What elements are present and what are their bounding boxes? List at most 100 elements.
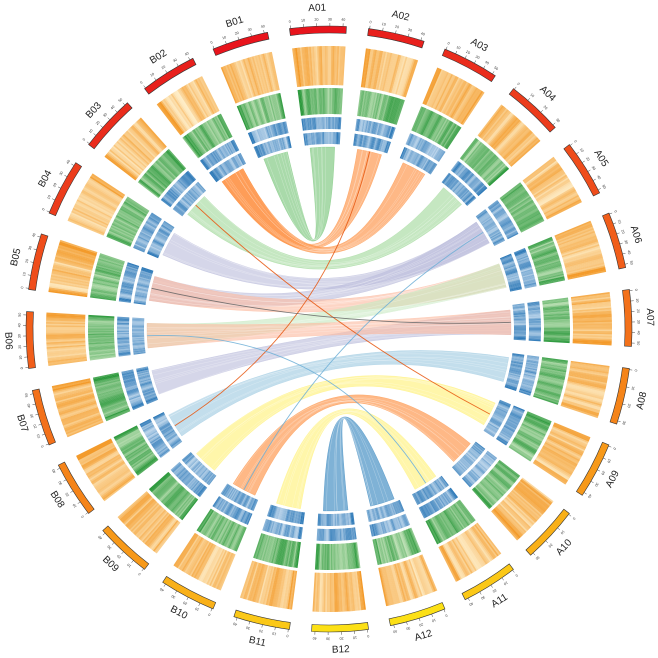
density-bin xyxy=(185,134,203,157)
chromosome-label-b05: B05 xyxy=(9,247,24,267)
density-bin xyxy=(59,239,98,254)
density-bin xyxy=(564,391,603,404)
density-bin xyxy=(342,528,345,541)
chromosome-bar xyxy=(233,609,291,630)
density-bin xyxy=(132,346,145,350)
density-bin xyxy=(101,398,127,409)
density-bin xyxy=(47,353,87,360)
density-bin xyxy=(148,216,160,224)
density-bin xyxy=(373,508,378,521)
density-bin xyxy=(484,453,496,462)
density-bin xyxy=(440,512,455,536)
density-bin xyxy=(159,423,171,431)
density-bin xyxy=(511,355,525,359)
density-bin xyxy=(277,93,285,119)
density-bin xyxy=(405,149,412,162)
density-bin xyxy=(88,347,115,352)
density-bin xyxy=(144,223,156,231)
density-bin xyxy=(114,218,138,232)
density-bin xyxy=(548,434,585,454)
density-bin xyxy=(200,159,210,170)
density-bin xyxy=(466,529,490,563)
density-bin xyxy=(233,490,241,503)
density-bin xyxy=(420,140,428,152)
density-bin xyxy=(455,462,465,473)
density-bin xyxy=(496,407,508,414)
density-bin xyxy=(122,278,135,283)
density-bin xyxy=(173,493,192,515)
density-bin xyxy=(350,512,354,525)
density-bin xyxy=(94,377,120,385)
density-bin xyxy=(479,106,506,139)
density-bin xyxy=(107,231,133,244)
density-bin xyxy=(507,376,520,381)
density-bin xyxy=(194,464,204,475)
density-bin xyxy=(165,432,177,441)
density-bin xyxy=(504,386,517,392)
density-bin xyxy=(379,522,384,535)
density-bin xyxy=(351,571,357,611)
density-bin xyxy=(469,146,488,167)
density-bin xyxy=(444,79,465,115)
density-bin xyxy=(490,233,503,241)
density-bin xyxy=(535,261,561,271)
density-bin xyxy=(515,484,547,512)
density-bin xyxy=(283,136,288,149)
tick-label: 40 xyxy=(51,469,56,474)
density-bin xyxy=(383,521,388,534)
density-bin xyxy=(247,562,261,601)
density-bin xyxy=(65,418,103,435)
density-bin xyxy=(482,218,494,227)
density-bin xyxy=(341,46,346,86)
density-bin xyxy=(156,103,182,136)
density-bin xyxy=(162,428,174,436)
density-bin xyxy=(121,286,134,290)
density-bin xyxy=(239,510,246,522)
density-bin xyxy=(382,536,391,563)
density-bin xyxy=(114,143,145,170)
density-bin xyxy=(496,213,508,221)
density-bin xyxy=(404,59,419,98)
density-bin xyxy=(46,340,86,345)
density-bin xyxy=(446,541,468,577)
density-bin xyxy=(526,357,539,361)
link-strand xyxy=(178,356,507,432)
tick-label: 10 xyxy=(72,503,78,509)
density-bin xyxy=(492,467,514,486)
density-bin xyxy=(418,555,435,593)
density-bin xyxy=(132,327,145,329)
density-bin xyxy=(480,216,492,224)
density-bin xyxy=(524,417,549,430)
density-bin xyxy=(88,328,115,330)
density-bin xyxy=(127,129,157,159)
density-bin xyxy=(90,174,125,198)
density-bin xyxy=(200,76,220,112)
tick-mark xyxy=(32,403,36,406)
density-bin xyxy=(281,122,286,135)
density-bin xyxy=(277,138,282,151)
density-bin xyxy=(413,153,421,166)
density-bin xyxy=(414,492,422,504)
density-bin xyxy=(163,428,174,437)
density-bin xyxy=(507,494,538,522)
density-bin xyxy=(367,49,376,89)
density-bin xyxy=(569,370,608,379)
density-bin xyxy=(543,309,570,313)
density-bin xyxy=(503,188,526,205)
density-bin xyxy=(289,541,296,567)
density-bin xyxy=(156,232,168,240)
density-bin xyxy=(175,204,186,214)
density-bin xyxy=(308,117,311,130)
density-bin xyxy=(236,509,244,521)
density-bin xyxy=(379,52,390,91)
density-bin xyxy=(46,320,86,324)
density-bin xyxy=(559,235,597,250)
density-bin xyxy=(329,117,331,130)
density-bin xyxy=(513,315,526,318)
density-bin xyxy=(411,152,419,165)
density-bin xyxy=(240,104,252,130)
density-bin xyxy=(360,134,364,147)
density-bin xyxy=(60,406,99,422)
density-bin xyxy=(172,92,195,126)
density-bin xyxy=(557,230,596,246)
